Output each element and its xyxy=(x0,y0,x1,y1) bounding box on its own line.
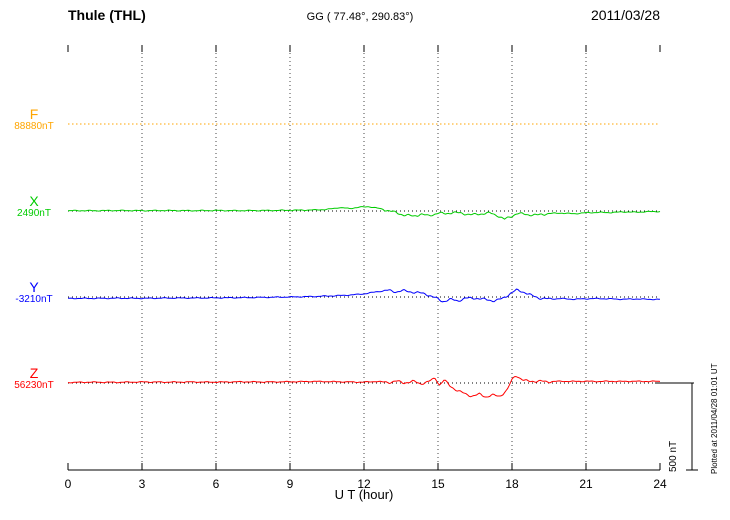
trace-Y xyxy=(67,288,661,303)
trace-X xyxy=(67,206,661,220)
geographic-coordinates: GG ( 77.48°, 290.83°) xyxy=(306,11,414,23)
series-baseline-value: 88880nT xyxy=(14,121,54,132)
x-tick-label: 3 xyxy=(139,477,146,491)
x-tick-label: 0 xyxy=(65,477,72,491)
series-name: Z xyxy=(29,365,39,381)
series-baseline-value: 56230nT xyxy=(14,380,54,391)
x-tick-label: 12 xyxy=(357,477,371,491)
series-baseline-value: -3210nT xyxy=(15,294,53,305)
series-name: Y xyxy=(29,279,39,295)
series-label-F: F 88880nT xyxy=(2,107,66,133)
series-baseline-value: 2490nT xyxy=(17,208,51,219)
plot-date: 2011/03/28 xyxy=(590,7,660,23)
x-tick-label: 18 xyxy=(505,477,519,491)
series-label-Z: Z 56230nT xyxy=(2,366,66,392)
x-axis-label: U T (hour) xyxy=(334,487,394,502)
trace-Z xyxy=(67,375,661,398)
series-label-X: X 2490nT xyxy=(2,194,66,220)
series-label-Y: Y -3210nT xyxy=(2,280,66,306)
x-tick-label: 24 xyxy=(653,477,667,491)
series-name: F xyxy=(29,106,39,122)
series-name: X xyxy=(29,193,39,209)
x-tick-label: 15 xyxy=(431,477,445,491)
x-tick-label: 9 xyxy=(287,477,294,491)
x-tick-label: 6 xyxy=(213,477,220,491)
x-tick-label: 21 xyxy=(579,477,593,491)
station-title: Thule (THL) xyxy=(68,7,146,23)
